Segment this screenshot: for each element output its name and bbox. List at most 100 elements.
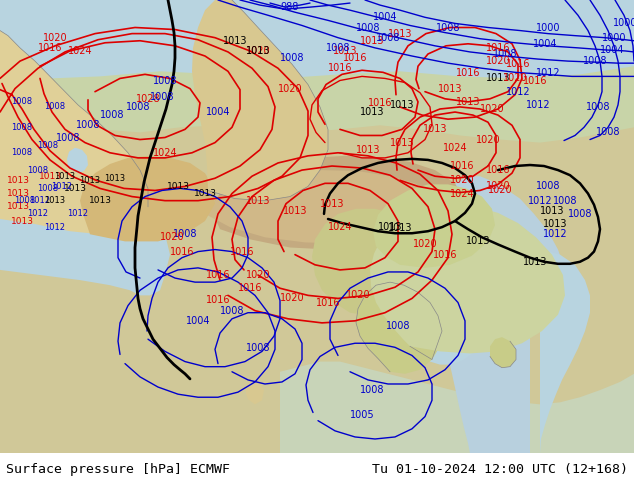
Text: 1008: 1008 — [280, 53, 304, 63]
Polygon shape — [0, 0, 634, 143]
Text: 1008: 1008 — [359, 385, 384, 395]
Text: 1004: 1004 — [186, 316, 210, 326]
Text: 1012: 1012 — [526, 100, 550, 110]
Text: 1008: 1008 — [583, 56, 607, 66]
Text: 1008: 1008 — [37, 141, 58, 150]
Polygon shape — [0, 0, 634, 78]
Polygon shape — [312, 209, 432, 316]
Text: 1016: 1016 — [456, 68, 480, 78]
Text: 1020: 1020 — [280, 294, 304, 303]
Text: 1013: 1013 — [320, 199, 344, 209]
Text: 1024: 1024 — [443, 143, 467, 153]
Polygon shape — [67, 147, 88, 173]
Text: 1012: 1012 — [27, 209, 48, 219]
Text: 1013: 1013 — [6, 202, 30, 211]
Text: Tu 01-10-2024 12:00 UTC (12+168): Tu 01-10-2024 12:00 UTC (12+168) — [372, 463, 628, 476]
Polygon shape — [430, 255, 502, 365]
Text: 1012: 1012 — [536, 68, 560, 78]
Text: 1008: 1008 — [356, 23, 380, 32]
Polygon shape — [373, 184, 495, 268]
Text: 1008: 1008 — [27, 166, 49, 174]
Text: 1013: 1013 — [55, 172, 75, 181]
Polygon shape — [0, 0, 634, 453]
Text: 1008: 1008 — [536, 181, 560, 192]
Text: 1008: 1008 — [376, 33, 400, 43]
Text: 1008: 1008 — [586, 102, 611, 112]
Text: 1008: 1008 — [11, 98, 32, 106]
Text: 1020: 1020 — [42, 33, 67, 43]
Text: 1020: 1020 — [486, 56, 510, 66]
Text: 1016: 1016 — [368, 98, 392, 108]
Text: 1020: 1020 — [246, 270, 270, 280]
Text: 1020: 1020 — [450, 175, 474, 185]
Text: 1008: 1008 — [568, 209, 592, 219]
Text: 1013: 1013 — [390, 100, 414, 110]
Text: 1013: 1013 — [79, 176, 101, 185]
Text: 1024: 1024 — [153, 148, 178, 158]
Text: 1012: 1012 — [44, 222, 65, 232]
Text: 1024: 1024 — [68, 46, 93, 56]
Text: 1013: 1013 — [540, 206, 564, 216]
Text: 1013: 1013 — [105, 174, 126, 183]
Text: 1004: 1004 — [533, 39, 557, 49]
Text: 1008: 1008 — [436, 23, 460, 32]
Polygon shape — [370, 205, 565, 353]
Polygon shape — [428, 176, 565, 453]
Text: 1008: 1008 — [11, 123, 32, 132]
Polygon shape — [0, 72, 170, 453]
Text: 1012: 1012 — [543, 229, 567, 239]
Text: 1024: 1024 — [450, 189, 474, 198]
Text: 1005: 1005 — [350, 410, 374, 419]
Text: 1008: 1008 — [15, 196, 36, 205]
Text: 1013: 1013 — [6, 176, 30, 185]
Text: 1013: 1013 — [333, 46, 357, 56]
Text: 1000: 1000 — [536, 23, 560, 32]
Text: 1013: 1013 — [378, 222, 402, 232]
Text: 1008: 1008 — [596, 127, 620, 137]
Text: 1004: 1004 — [600, 45, 624, 55]
Text: 1008: 1008 — [153, 76, 178, 86]
Text: 1016: 1016 — [38, 43, 62, 53]
Text: 1013: 1013 — [246, 196, 270, 206]
Text: 1013: 1013 — [223, 36, 247, 46]
Text: 1013: 1013 — [437, 84, 462, 94]
Text: 1020: 1020 — [160, 232, 184, 243]
Text: 1016: 1016 — [238, 283, 262, 293]
Text: 1013: 1013 — [63, 184, 86, 193]
Text: 1012: 1012 — [67, 209, 89, 219]
Text: 1008: 1008 — [326, 43, 350, 53]
Text: 1020: 1020 — [486, 181, 510, 192]
Text: 1013: 1013 — [39, 172, 61, 181]
Text: Surface pressure [hPa] ECMWF: Surface pressure [hPa] ECMWF — [6, 463, 230, 476]
Text: 1016: 1016 — [343, 53, 367, 63]
Text: 1016: 1016 — [486, 43, 510, 53]
Text: 1020: 1020 — [413, 240, 437, 249]
Polygon shape — [540, 249, 590, 453]
Text: 1013: 1013 — [6, 189, 30, 198]
Text: 1013: 1013 — [246, 46, 270, 56]
Text: 1013: 1013 — [486, 74, 510, 83]
Text: 1016: 1016 — [206, 295, 230, 305]
Text: 1020: 1020 — [476, 135, 500, 145]
Text: 1016: 1016 — [450, 161, 474, 171]
Text: 1020: 1020 — [480, 104, 504, 114]
Text: 1016: 1016 — [486, 165, 510, 175]
Text: 1024: 1024 — [328, 222, 353, 232]
Text: 1012: 1012 — [30, 196, 51, 205]
Text: 1013: 1013 — [11, 217, 34, 225]
Text: 1004: 1004 — [373, 12, 398, 23]
Text: 1008: 1008 — [172, 229, 197, 239]
Polygon shape — [80, 156, 215, 242]
Text: 1013: 1013 — [423, 124, 447, 134]
Text: 1012: 1012 — [506, 87, 530, 97]
Text: 1013: 1013 — [356, 145, 380, 155]
Polygon shape — [0, 30, 148, 234]
Text: 1013: 1013 — [456, 97, 480, 107]
Text: 1013: 1013 — [388, 28, 412, 39]
Text: 1016: 1016 — [170, 246, 194, 257]
Text: 1008: 1008 — [11, 148, 32, 157]
Text: 1008: 1008 — [220, 306, 244, 316]
Text: 1013: 1013 — [359, 107, 384, 117]
Text: 1000: 1000 — [612, 19, 634, 28]
Polygon shape — [490, 337, 516, 368]
